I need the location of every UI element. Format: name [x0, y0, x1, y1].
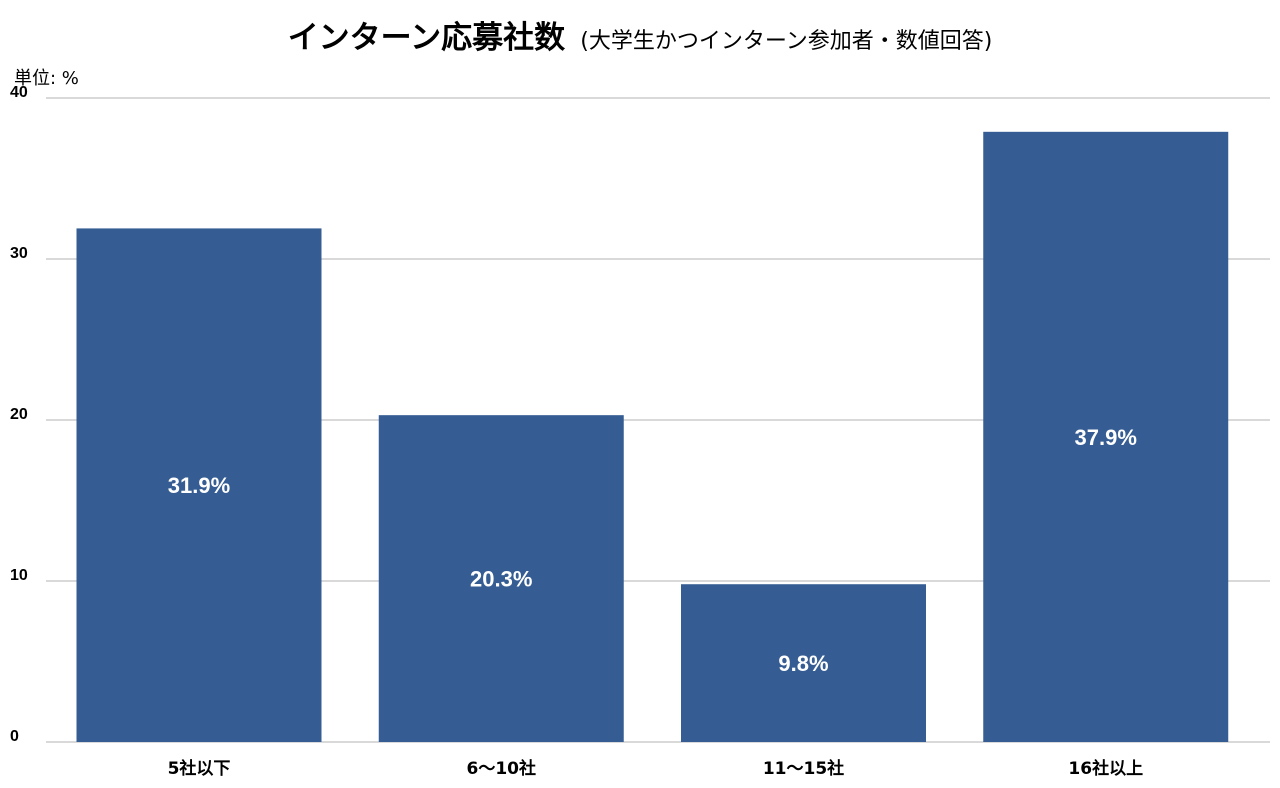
- x-tick-label: 6〜10社: [467, 758, 537, 779]
- y-tick-label: 20: [10, 406, 28, 423]
- data-label: 20.3%: [470, 567, 532, 592]
- data-label: 37.9%: [1075, 425, 1137, 450]
- y-tick-label: 0: [10, 728, 19, 745]
- bar-1: [76, 228, 322, 742]
- x-tick-label: 5社以下: [168, 758, 231, 779]
- y-tick-labels: 0 10 20 30 40: [10, 84, 28, 745]
- data-labels: 31.9% 20.3% 9.8% 37.9%: [168, 425, 1137, 676]
- data-label: 9.8%: [778, 651, 828, 676]
- unit-label: 単位: %: [14, 68, 79, 89]
- bar-4: [983, 131, 1229, 742]
- chart-title-row: インターン応募社数 (大学生かつインターン参加者・数値回答): [0, 12, 1280, 57]
- y-tick-label: 10: [10, 567, 28, 584]
- x-tick-label: 11〜15社: [763, 758, 844, 779]
- bar-3: [681, 584, 926, 742]
- y-tick-label: 40: [10, 84, 28, 101]
- x-tick-label: 16社以上: [1068, 758, 1143, 779]
- data-label: 31.9%: [168, 473, 230, 498]
- bar-2: [378, 415, 624, 742]
- chart-title: インターン応募社数: [287, 20, 566, 56]
- x-tick-labels: 5社以下 6〜10社 11〜15社 16社以上: [168, 758, 1144, 779]
- bars: [76, 131, 1229, 742]
- chart-subtitle: (大学生かつインターン参加者・数値回答): [580, 29, 993, 54]
- y-tick-label: 30: [10, 245, 28, 262]
